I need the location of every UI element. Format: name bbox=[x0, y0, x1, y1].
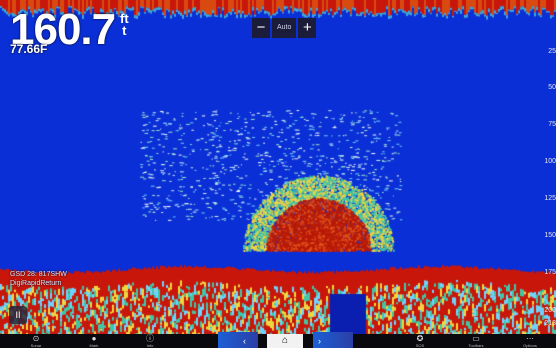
gps-info: GSD 28: 817SHW DigiRapidReturn bbox=[10, 270, 67, 288]
scale-label: 200 bbox=[544, 307, 556, 314]
sonar-display[interactable] bbox=[0, 0, 556, 334]
toolbar-options-button[interactable]: ⋯ Options bbox=[512, 334, 548, 348]
range-plus-button[interactable]: + bbox=[298, 18, 317, 38]
toolbar-label: Options bbox=[523, 343, 537, 348]
depth-scale: 25 50 75 100 125 150 175 200 213 bbox=[542, 0, 556, 334]
toolbar-label: Mark bbox=[89, 343, 99, 348]
scale-label: 125 bbox=[544, 195, 556, 202]
gps-line-2: DigiRapidReturn bbox=[10, 280, 62, 287]
toolbar-label: Toolbars bbox=[468, 343, 484, 348]
chevron-right-icon[interactable]: › bbox=[318, 336, 321, 346]
sonar-icon: ⊙ bbox=[32, 334, 40, 343]
scale-label: 213 bbox=[544, 320, 556, 327]
toolbar-sos-button[interactable]: ✪ SOS bbox=[404, 334, 436, 348]
toolbars-icon: ▭ bbox=[472, 334, 480, 343]
water-temperature: 77.66F bbox=[10, 42, 48, 56]
home-button[interactable]: ⌂ bbox=[267, 334, 303, 348]
depth-unit: ft t bbox=[120, 11, 129, 38]
next-page-thumbnail[interactable] bbox=[313, 332, 353, 348]
toolbar-info-button[interactable]: ⓘ Info bbox=[134, 334, 166, 348]
range-auto-button[interactable]: Auto bbox=[272, 18, 297, 38]
toolbar-toolbars-button[interactable]: ▭ Toolbars bbox=[458, 334, 494, 348]
mark-icon: ● bbox=[91, 334, 97, 343]
depth-unit-bottom: t bbox=[122, 23, 127, 38]
toolbar-label: Sonar bbox=[30, 343, 42, 348]
gps-line-1: GSD 28: 817SHW bbox=[10, 271, 67, 278]
info-icon: ⓘ bbox=[146, 334, 154, 343]
toolbar-mark-button[interactable]: ● Mark bbox=[78, 334, 110, 348]
toolbar-label: SOS bbox=[415, 343, 425, 348]
home-icon: ⌂ bbox=[281, 335, 289, 346]
toolbar-sonar-button[interactable]: ⊙ Sonar bbox=[20, 334, 52, 348]
scale-label: 75 bbox=[548, 121, 556, 128]
toolbar-label: Info bbox=[146, 343, 154, 348]
prev-page-thumbnail[interactable] bbox=[218, 332, 258, 348]
range-minus-button[interactable]: − bbox=[252, 18, 270, 38]
scale-label: 175 bbox=[544, 269, 556, 276]
pause-button[interactable]: II bbox=[9, 306, 27, 324]
scale-label: 100 bbox=[544, 158, 556, 165]
scale-label: 25 bbox=[548, 48, 556, 55]
chevron-left-icon[interactable]: ‹ bbox=[243, 336, 246, 346]
scale-label: 50 bbox=[548, 84, 556, 91]
depth-readout: 160.7 bbox=[10, 5, 116, 54]
options-icon: ⋯ bbox=[526, 334, 534, 343]
depth-unit-top: ft bbox=[120, 11, 129, 26]
sos-icon: ✪ bbox=[416, 334, 424, 343]
scale-label: 150 bbox=[544, 232, 556, 239]
range-control: − Auto + bbox=[252, 18, 317, 38]
